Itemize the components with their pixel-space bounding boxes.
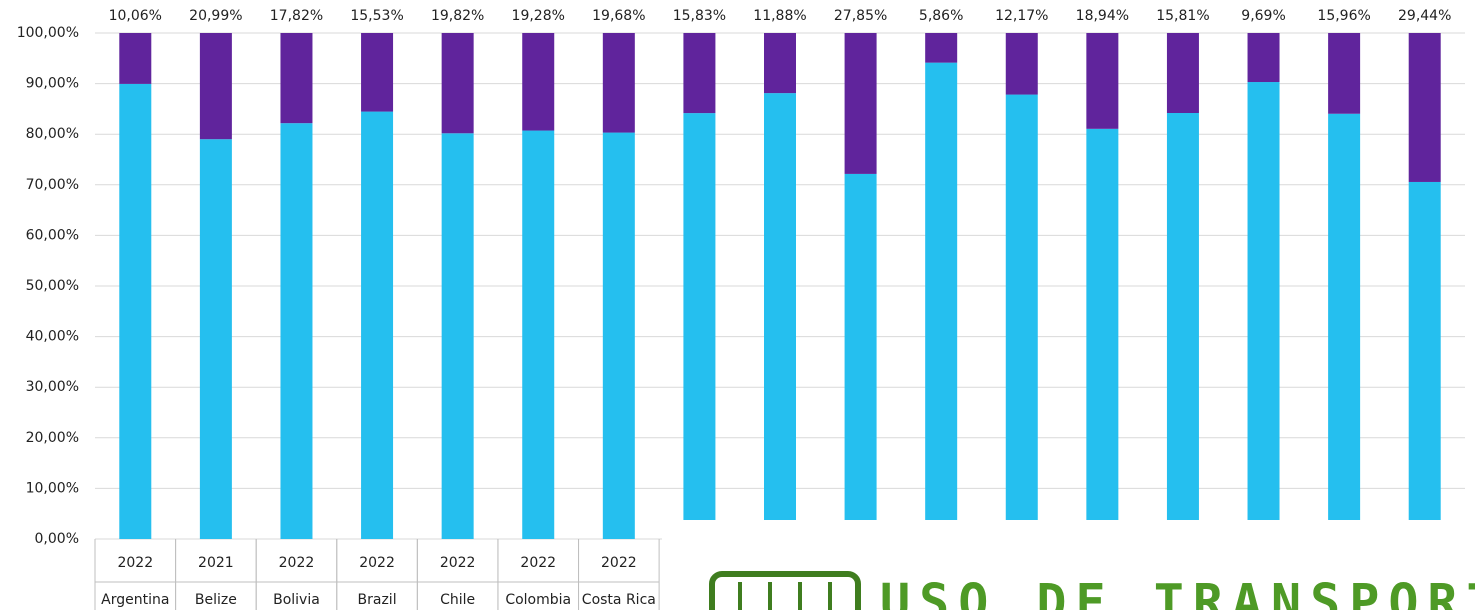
bar-segment: [844, 173, 877, 539]
bar-segment: [1166, 112, 1199, 539]
bus-icon: [709, 571, 861, 610]
data-label: 15,96%: [1317, 8, 1370, 24]
bar-segment: [1408, 33, 1441, 182]
y-tick-label: 80,00%: [26, 126, 79, 142]
data-label: 27,85%: [834, 8, 887, 24]
x-tick-year: 2022: [520, 555, 556, 571]
x-tick-year: 2022: [117, 555, 153, 571]
y-tick-label: 10,00%: [26, 480, 79, 496]
data-label: 20,99%: [189, 8, 242, 24]
axis: 0,00% 10,00% 20,00% 30,00% 40,00% 50,00% 60,00…: [17, 25, 660, 610]
bar-segment: [119, 83, 152, 540]
data-label: 12,17%: [995, 8, 1048, 24]
bar-segment: [199, 139, 232, 539]
x-tick-year: 2022: [440, 555, 476, 571]
bar-segment: [280, 33, 313, 124]
bar-segment: [1086, 33, 1119, 129]
bar-segment: [361, 111, 394, 540]
data-label: 15,53%: [350, 8, 403, 24]
y-tick-label: 0,00%: [35, 531, 79, 547]
bar-segment: [1328, 33, 1361, 114]
bar-segment: [764, 93, 796, 540]
data-label: 19,28%: [512, 8, 565, 24]
data-label: 11,88%: [753, 8, 806, 24]
bar-segment: [1247, 82, 1280, 539]
bar-segment: [361, 33, 394, 112]
bar-segment: [683, 113, 716, 540]
overlay-title: USO DE TRANSPORTE PÚB: [880, 573, 1475, 610]
x-tick-label: Costa Rica: [582, 592, 656, 608]
data-label: 15,81%: [1156, 8, 1209, 24]
bar-segment: [280, 123, 313, 540]
bar-segment: [925, 62, 958, 539]
x-tick-year: 2021: [198, 555, 234, 571]
bar-segment: [1408, 181, 1441, 539]
x-tick-label: Chile: [440, 592, 475, 608]
x-tick-label: Brazil: [358, 592, 397, 608]
bar-segment: [522, 130, 555, 539]
bar-segment: [764, 33, 796, 94]
bars: [119, 33, 1441, 540]
bar-segment: [522, 33, 555, 131]
bar-segment: [119, 33, 152, 84]
data-label: 18,94%: [1076, 8, 1129, 24]
overlay: USO DE TRANSPORTE PÚB: [662, 520, 1475, 610]
bar-segment: [1005, 33, 1038, 95]
data-label: 19,68%: [592, 8, 645, 24]
x-tick-label: Argentina: [101, 592, 169, 608]
y-tick-label: 50,00%: [26, 278, 79, 294]
bar-segment: [844, 33, 877, 174]
x-tick-year: 2022: [279, 555, 315, 571]
bar-segment: [1086, 128, 1119, 539]
bar-segment: [602, 33, 635, 133]
y-tick-label: 20,00%: [26, 430, 79, 446]
x-tick-label: Bolivia: [273, 592, 320, 608]
data-label: 17,82%: [270, 8, 323, 24]
bar-segment: [441, 133, 474, 540]
data-label: 29,44%: [1398, 8, 1451, 24]
data-label: 9,69%: [1241, 8, 1285, 24]
bar-segment: [602, 132, 635, 539]
y-tick-label: 100,00%: [17, 25, 79, 41]
data-label: 5,86%: [919, 8, 963, 24]
x-tick-year: 2022: [601, 555, 637, 571]
bar-segment: [1247, 33, 1280, 83]
bar-segment: [199, 33, 232, 140]
bar-segment: [1166, 33, 1199, 113]
y-tick-label: 60,00%: [26, 227, 79, 243]
overlay-background: [662, 520, 1475, 610]
bar-segment: [925, 33, 958, 63]
y-tick-label: 40,00%: [26, 329, 79, 345]
bar-segment: [441, 33, 474, 134]
bar-segment: [1328, 113, 1361, 539]
x-tick-year: 2022: [359, 555, 395, 571]
bar-segment: [683, 33, 716, 114]
x-tick-label: Belize: [195, 592, 237, 608]
labels: 10,06% 20,99% 17,82% 15,53% 19,82% 19,28% 19,6…: [109, 8, 1452, 24]
bar-segment: [1005, 94, 1038, 539]
y-tick-label: 30,00%: [26, 379, 79, 395]
y-tick-label: 70,00%: [26, 177, 79, 193]
y-tick-label: 90,00%: [26, 76, 79, 92]
data-label: 10,06%: [109, 8, 162, 24]
x-tick-label: Colombia: [505, 592, 571, 608]
data-label: 19,82%: [431, 8, 484, 24]
data-label: 15,83%: [673, 8, 726, 24]
